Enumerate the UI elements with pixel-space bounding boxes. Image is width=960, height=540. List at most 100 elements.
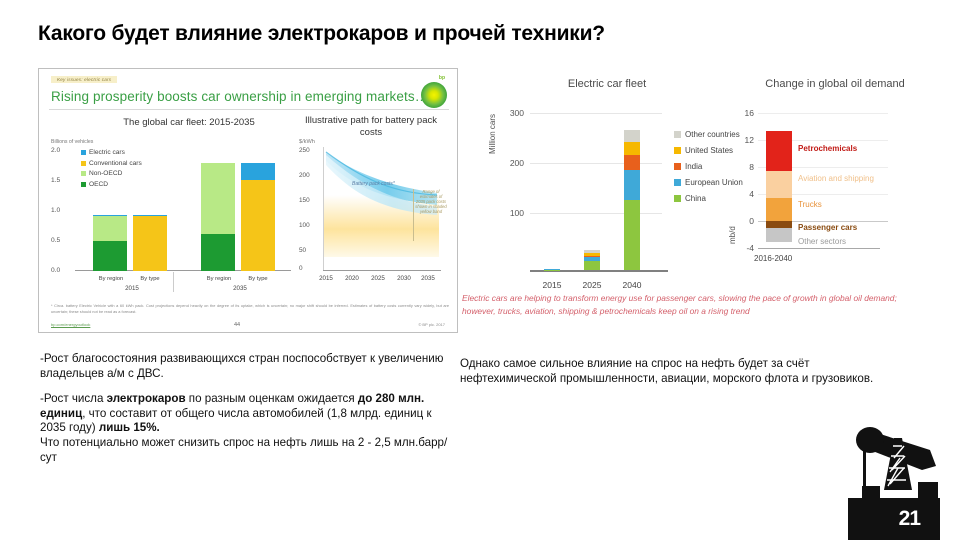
ecf-gridline-200	[530, 163, 662, 164]
oil-gridline-8	[758, 167, 888, 168]
legend-item-other-countries: Other countries	[674, 130, 743, 139]
fleet-chart-title: The global car fleet: 2015-2035	[123, 117, 255, 128]
fleet-y-axis-label: Billions of vehicles	[51, 139, 94, 145]
legend-swatch-electric-cars	[81, 150, 86, 155]
fleet-seg-non-oecd	[93, 215, 127, 241]
fleet-bar-label-by-region: By region	[98, 276, 124, 282]
battery-ytick-250: 250	[299, 147, 310, 154]
battery-xtick-2020: 2020	[345, 275, 359, 282]
legend-item-india: India	[674, 162, 743, 171]
oil-x-axis-label: 2016-2040	[754, 254, 793, 263]
oil-label-aviation-shipping: Aviation and shipping	[798, 174, 874, 183]
table-row	[133, 215, 167, 271]
fleet-seg-electric	[93, 215, 127, 216]
oil-ytick-0: 0	[749, 216, 754, 226]
bp-footnote-link[interactable]: bp.com/energyoutlook	[51, 322, 91, 327]
legend-label-china: China	[685, 194, 706, 203]
oil-label-trucks: Trucks	[798, 200, 822, 209]
ecf-ytick-300: 300	[509, 108, 524, 118]
battery-x-axis	[323, 270, 441, 271]
legend-item-non-oecd: Non-OECD	[81, 170, 142, 177]
oil-ytick-8: 8	[749, 162, 754, 172]
legend-item-oecd: OECD	[81, 181, 142, 188]
fleet-ytick-2: 2.0	[51, 147, 61, 154]
iea-caption: Electric cars are helping to transform e…	[462, 293, 897, 316]
oil-demand-title: Change in global oil demand	[765, 78, 905, 90]
oil-seg-petrochemicals	[766, 131, 792, 171]
legend-item-electric-cars: Electric cars	[81, 149, 142, 156]
ecf-xtick-2015: 2015	[542, 280, 562, 290]
ecf-seg-other	[624, 130, 640, 142]
global-car-fleet-chart: Billions of vehicles 2.0 1.5 1.0 0.5 0.0…	[51, 139, 291, 293]
legend-swatch-india	[674, 163, 681, 170]
table-row	[624, 130, 640, 270]
ecf-seg-eu	[584, 257, 600, 261]
battery-pack-costs-chart: $/kWh 250 200 150 100 50 0	[297, 139, 447, 293]
fleet-group-label-2015: 2015	[125, 285, 139, 292]
left-paragraph-3: Что потенциально может снизить спрос на …	[40, 435, 448, 464]
battery-ytick-150: 150	[299, 197, 310, 204]
oil-seg-trucks	[766, 198, 792, 221]
bp-copyright: © BP plc. 2017	[418, 322, 445, 327]
fleet-seg-oecd	[93, 241, 127, 271]
page-title: Какого будет влияние электрокаров и проч…	[38, 22, 605, 45]
ecf-seg-eu	[624, 170, 640, 200]
legend-label-conventional-cars: Conventional cars	[89, 159, 142, 167]
legend-label-electric-cars: Electric cars	[89, 149, 125, 156]
fleet-bar-label-by-region: By region	[206, 276, 232, 282]
ecf-xtick-2025: 2025	[582, 280, 602, 290]
legend-swatch-united-states	[674, 147, 681, 154]
ecf-seg-india	[584, 255, 600, 257]
ecf-gridline-300	[530, 113, 662, 114]
oil-pump-jack-icon	[848, 427, 940, 540]
table-row	[241, 163, 275, 271]
oil-gridline-16	[758, 113, 888, 114]
lp2-c: по разным оценкам ожидается	[185, 392, 358, 406]
ecf-y-axis-label: Million cars	[488, 113, 497, 154]
table-row	[544, 268, 560, 270]
oil-seg-other-sectors	[766, 228, 792, 242]
ecf-x-axis	[530, 270, 668, 272]
fleet-ytick-05: 0.5	[51, 237, 61, 244]
fleet-ytick-0: 0.0	[51, 267, 61, 274]
battery-ytick-50: 50	[299, 247, 307, 254]
legend-label-oecd: OECD	[89, 180, 109, 188]
fleet-seg-electric	[241, 163, 275, 180]
legend-swatch-non-oecd	[81, 171, 86, 176]
oil-demand-chart: mb/d 16 12 8 4 0 -4 Petrochemicals Aviat…	[720, 102, 950, 302]
bp-key-issues-tag: Key issues: electric cars	[51, 76, 118, 83]
bp-heading-divider	[49, 109, 449, 110]
oil-zero-line	[758, 221, 888, 222]
fleet-group-label-2035: 2035	[233, 285, 247, 292]
battery-range-annotation: Range of estimates of 2035 pack costs sh…	[415, 189, 447, 214]
fleet-seg-electric	[133, 215, 167, 216]
lp2-d: до 280 млн. единиц	[40, 392, 425, 420]
battery-y-axis-label: $/kWh	[299, 139, 315, 145]
table-row	[201, 163, 235, 271]
lp2-e: , что составит от общего числа автомобил…	[40, 406, 432, 435]
bp-slide-figure: Key issues: electric cars Rising prosper…	[38, 68, 458, 333]
oil-ytick-16: 16	[744, 108, 754, 118]
legend-item-china: China	[674, 194, 743, 203]
fleet-bar-label-by-type: By type	[248, 276, 268, 282]
oil-seg-aviation-shipping	[766, 171, 792, 198]
bp-helios-logo-icon	[421, 82, 447, 108]
bp-logo-label: bp	[438, 75, 445, 81]
legend-label-european-union: European Union	[685, 178, 743, 187]
battery-series-label: Battery pack costs*	[352, 181, 395, 187]
ecf-xtick-2040: 2040	[622, 280, 642, 290]
iea-figure: Electric car fleet Change in global oil …	[462, 72, 952, 332]
battery-range-brace	[413, 189, 414, 241]
legend-label-non-oecd: Non-OECD	[89, 170, 123, 177]
fleet-group-divider	[173, 272, 174, 292]
fleet-seg-conventional	[241, 179, 275, 271]
fleet-seg-non-oecd	[201, 163, 235, 234]
bp-slide-heading: Rising prosperity boosts car ownership i…	[51, 89, 429, 104]
oil-x-axis	[758, 248, 880, 249]
fleet-seg-oecd	[201, 233, 235, 271]
fleet-legend: Electric cars Conventional cars Non-OECD…	[81, 149, 142, 191]
legend-label-other-countries: Other countries	[685, 130, 740, 139]
battery-cost-curve-icon	[325, 151, 438, 215]
legend-swatch-other-countries	[674, 131, 681, 138]
battery-ytick-100: 100	[299, 222, 310, 229]
